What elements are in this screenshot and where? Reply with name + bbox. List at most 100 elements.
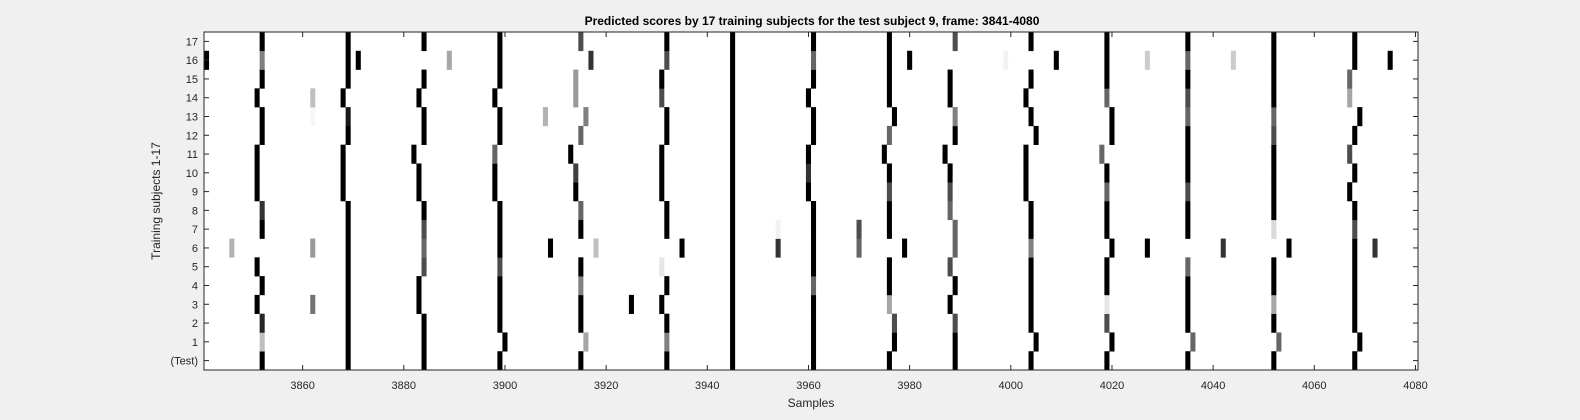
heatmap-cell-row-11-1 bbox=[340, 144, 346, 164]
heatmap-cell-row-3-5 bbox=[578, 294, 584, 314]
heatmap-cell-row-(Test)-2 bbox=[421, 351, 427, 371]
heatmap-cell-row-2-14 bbox=[1352, 313, 1358, 333]
heatmap-cell-row-6-10 bbox=[811, 238, 817, 258]
heatmap-cell-row-17-2 bbox=[421, 32, 427, 52]
heatmap-cell-row-12-12 bbox=[1185, 125, 1191, 145]
heatmap-cell-row-16-14 bbox=[1104, 50, 1110, 70]
heatmap-cell-row-7-2 bbox=[421, 219, 427, 239]
heatmap-cell-row-4-7 bbox=[811, 276, 817, 296]
x-tick-label: 4080 bbox=[1403, 380, 1427, 392]
heatmap-cell-row-12-14 bbox=[1352, 125, 1358, 145]
heatmap-cell-row-12-0 bbox=[259, 125, 265, 145]
heatmap-cell-row-16-10 bbox=[886, 50, 892, 70]
x-tick-label: 4020 bbox=[1100, 380, 1124, 392]
heatmap-cell-row-1-6 bbox=[730, 332, 736, 352]
heatmap-cell-row-6-13 bbox=[952, 238, 958, 258]
x-tick-label: 3880 bbox=[392, 380, 416, 392]
heatmap-cell-row-7-7 bbox=[775, 219, 781, 239]
heatmap-cell-row-17-7 bbox=[811, 32, 817, 52]
heatmap-cell-row-11-6 bbox=[730, 144, 736, 164]
heatmap-cell-row-4-14 bbox=[1352, 276, 1358, 296]
heatmap-cell-row-5-14 bbox=[1352, 257, 1358, 277]
heatmap-cell-row-15-2 bbox=[421, 69, 427, 89]
heatmap-cell-row-4-11 bbox=[1104, 276, 1110, 296]
heatmap-cell-row-14-13 bbox=[1185, 88, 1191, 108]
heatmap-cell-row-3-3 bbox=[416, 294, 422, 314]
heatmap-cell-row-4-3 bbox=[497, 276, 503, 296]
heatmap-cell-row-16-1 bbox=[259, 50, 265, 70]
heatmap-cell-row-(Test)-0 bbox=[259, 351, 265, 371]
heatmap-cell-row-12-3 bbox=[497, 125, 503, 145]
heatmap-cell-row-4-13 bbox=[1271, 276, 1277, 296]
y-tick-label: 2 bbox=[192, 318, 198, 330]
heatmap-cell-row-11-4 bbox=[568, 144, 574, 164]
heatmap-cell-row-9-11 bbox=[1104, 182, 1110, 202]
heatmap-cell-row-(Test)-10 bbox=[1028, 351, 1034, 371]
heatmap-cell-row-4-0 bbox=[259, 276, 265, 296]
heatmap-cell-row-3-2 bbox=[345, 294, 351, 314]
heatmap-cell-row-10-7 bbox=[805, 163, 811, 183]
heatmap-cell-row-5-6 bbox=[730, 257, 736, 277]
heatmap-cell-row-12-2 bbox=[421, 125, 427, 145]
heatmap-cell-row-11-7 bbox=[805, 144, 811, 164]
heatmap-cell-row-4-12 bbox=[1185, 276, 1191, 296]
heatmap-cell-row-10-14 bbox=[1352, 163, 1358, 183]
heatmap-cell-row-14-10 bbox=[947, 88, 953, 108]
heatmap-cell-row-10-4 bbox=[573, 163, 579, 183]
heatmap-cell-row-9-13 bbox=[1271, 182, 1277, 202]
heatmap-cell-row-6-1 bbox=[310, 238, 316, 258]
heatmap-cell-row-17-11 bbox=[1104, 32, 1110, 52]
heatmap-cell-row-9-7 bbox=[805, 182, 811, 202]
x-tick-label: 4000 bbox=[999, 380, 1023, 392]
heatmap-cell-row-7-10 bbox=[886, 219, 892, 239]
heatmap-cell-row-7-8 bbox=[811, 219, 817, 239]
heatmap-cell-row-2-5 bbox=[664, 313, 670, 333]
heatmap-cell-row-(Test)-7 bbox=[811, 351, 817, 371]
heatmap-cell-row-3-1 bbox=[310, 294, 316, 314]
heatmap-cell-row-13-9 bbox=[811, 107, 817, 127]
heatmap-cell-row-7-4 bbox=[578, 219, 584, 239]
heatmap-cell-row-3-9 bbox=[811, 294, 817, 314]
heatmap-cell-row-16-15 bbox=[1144, 50, 1150, 70]
heatmap-cell-row-12-8 bbox=[886, 125, 892, 145]
heatmap-cell-row-2-12 bbox=[1185, 313, 1191, 333]
heatmap-cell-row-6-19 bbox=[1352, 238, 1358, 258]
heatmap-cell-row-7-6 bbox=[730, 219, 736, 239]
heatmap-cell-row-1-1 bbox=[345, 332, 351, 352]
heatmap-cell-row-8-0 bbox=[259, 201, 265, 221]
y-tick-label: 12 bbox=[186, 130, 198, 142]
heatmap-cell-row-7-0 bbox=[259, 219, 265, 239]
heatmap-cell-row-5-1 bbox=[345, 257, 351, 277]
heatmap-cell-row-2-3 bbox=[497, 313, 503, 333]
heatmap-cell-row-10-6 bbox=[730, 163, 736, 183]
heatmap-cell-row-2-0 bbox=[259, 313, 265, 333]
y-tick-label: 5 bbox=[192, 262, 198, 274]
x-tick-label: 3980 bbox=[897, 380, 921, 392]
heatmap-cell-row-13-5 bbox=[542, 107, 548, 127]
heatmap-cell-row-(Test)-5 bbox=[664, 351, 670, 371]
heatmap-cell-row-13-11 bbox=[952, 107, 958, 127]
heatmap-cell-row-8-14 bbox=[1352, 201, 1358, 221]
heatmap-cell-row-3-14 bbox=[1185, 294, 1191, 314]
heatmap-cell-row-16-19 bbox=[1352, 50, 1358, 70]
heatmap-cell-row-3-10 bbox=[886, 294, 892, 314]
heatmap-cell-row-12-13 bbox=[1271, 125, 1277, 145]
heatmap-cell-row-9-1 bbox=[340, 182, 346, 202]
heatmap-cell-row-4-5 bbox=[664, 276, 670, 296]
heatmap-cell-row-12-11 bbox=[1109, 125, 1115, 145]
heatmap-cell-row-5-0 bbox=[254, 257, 260, 277]
heatmap-cell-row-15-12 bbox=[1185, 69, 1191, 89]
heatmap-cell-row-14-9 bbox=[886, 88, 892, 108]
heatmap-cell-row-13-0 bbox=[259, 107, 265, 127]
heatmap-cell-row-9-9 bbox=[947, 182, 953, 202]
heatmap-cell-row-7-3 bbox=[497, 219, 503, 239]
heatmap-cell-row-14-7 bbox=[730, 88, 736, 108]
y-tick-label: 3 bbox=[192, 299, 198, 311]
heatmap-cell-row-7-1 bbox=[345, 219, 351, 239]
heatmap-cell-row-16-18 bbox=[1271, 50, 1277, 70]
heatmap-cell-row-5-8 bbox=[886, 257, 892, 277]
y-tick-label: 17 bbox=[186, 36, 198, 48]
heatmap-cell-row-5-2 bbox=[421, 257, 427, 277]
heatmap-cell-row-5-4 bbox=[578, 257, 584, 277]
